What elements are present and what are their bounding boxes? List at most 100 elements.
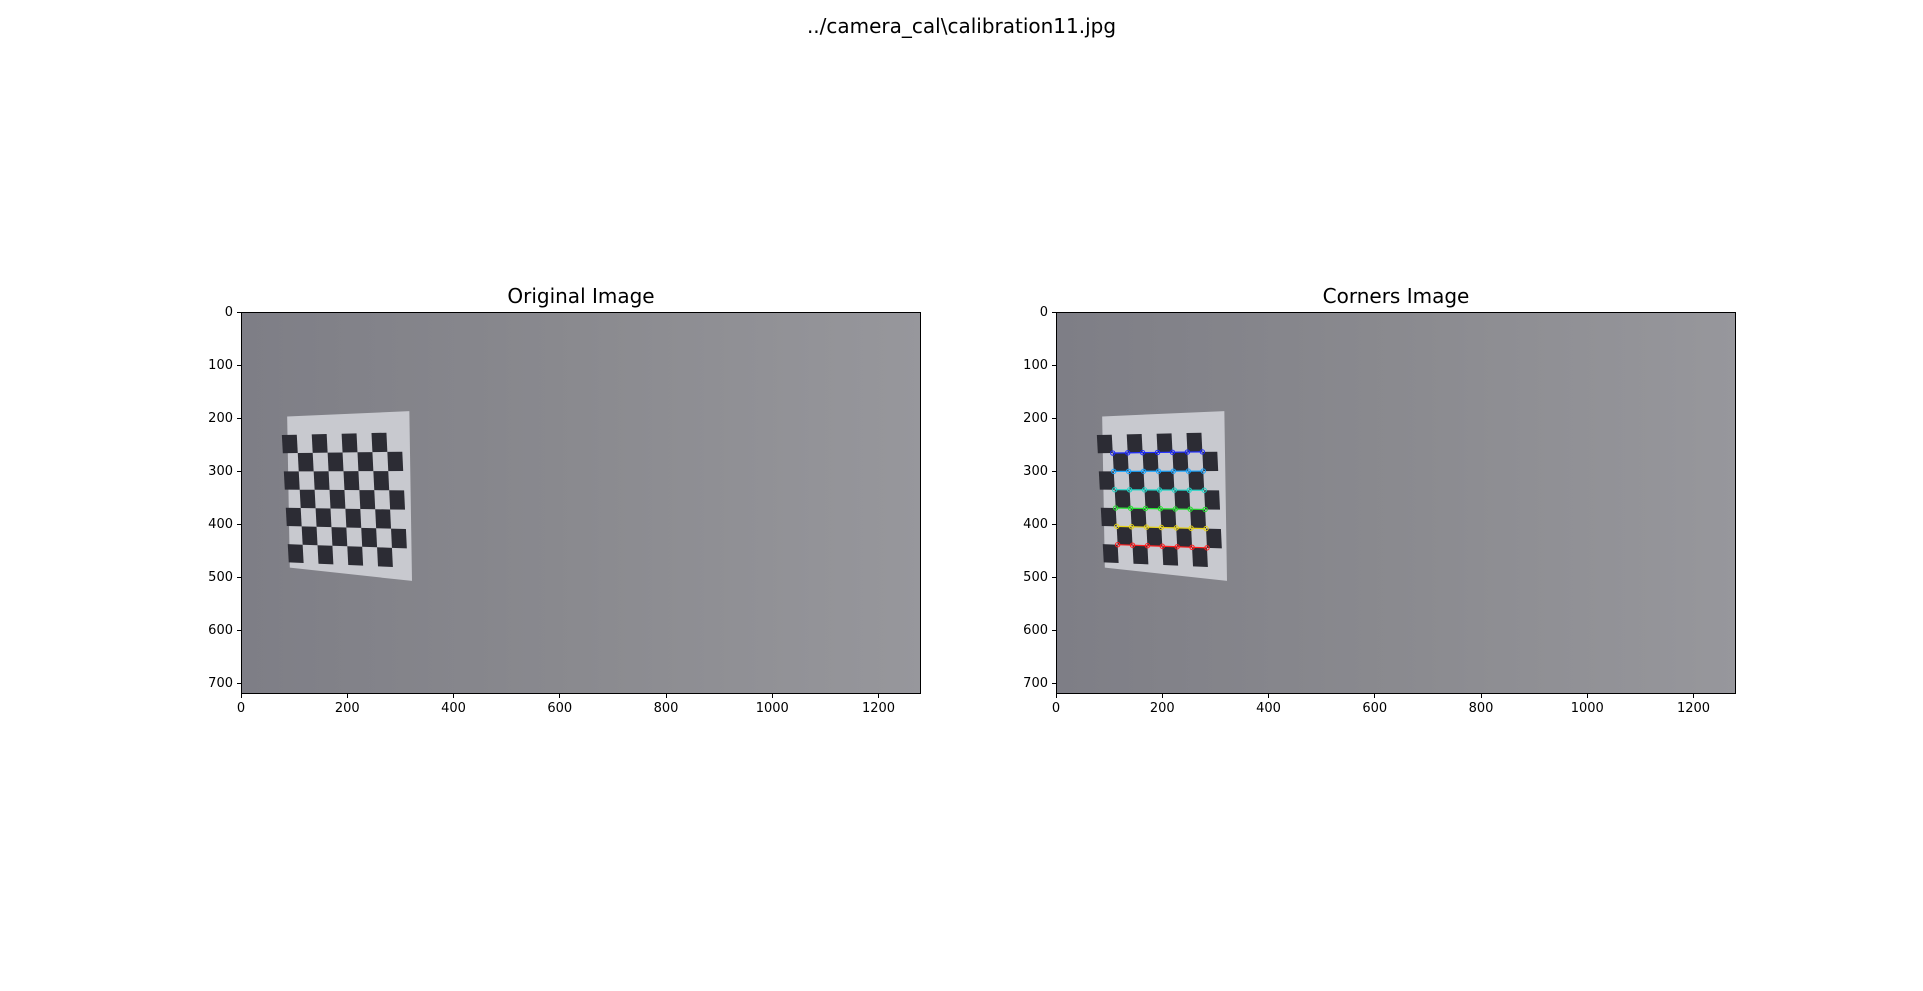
checker-square bbox=[287, 544, 304, 564]
corner-point bbox=[1157, 506, 1164, 512]
corner-point bbox=[1140, 468, 1147, 474]
checker-square bbox=[1158, 471, 1175, 491]
checker-square bbox=[1130, 508, 1147, 528]
corner-row-line bbox=[1112, 451, 1203, 454]
corner-point bbox=[1174, 544, 1180, 550]
checker-square bbox=[301, 526, 318, 546]
checker-square bbox=[327, 452, 344, 472]
checker-square bbox=[317, 545, 334, 565]
corner-point bbox=[1184, 449, 1191, 455]
corner-point bbox=[1125, 468, 1132, 475]
checker-square bbox=[1096, 434, 1113, 454]
x-tick-mark bbox=[1268, 694, 1269, 698]
x-tick-mark bbox=[559, 694, 561, 698]
x-tick-mark bbox=[771, 694, 773, 698]
corner-point bbox=[1126, 487, 1133, 493]
y-tick-mark bbox=[237, 629, 241, 631]
checker-square bbox=[281, 434, 298, 454]
x-tick-label: 600 bbox=[1362, 701, 1388, 716]
corner-point bbox=[1189, 544, 1195, 550]
panel-title-corners: Corners Image bbox=[1322, 284, 1470, 308]
corner-point bbox=[1139, 449, 1146, 456]
corner-point bbox=[1124, 450, 1131, 456]
x-tick-label: 1000 bbox=[1570, 701, 1604, 716]
checker-square bbox=[341, 433, 358, 453]
checker-square bbox=[389, 490, 406, 510]
y-tick-mark bbox=[237, 523, 241, 525]
corner-point bbox=[1154, 449, 1161, 456]
x-tick-mark bbox=[665, 694, 667, 698]
checker-square bbox=[283, 471, 300, 490]
checker-square bbox=[1100, 507, 1117, 527]
y-tick-label: 600 bbox=[1023, 623, 1048, 639]
y-tick-label: 500 bbox=[208, 570, 233, 586]
checker-square bbox=[1156, 433, 1173, 453]
checker-square bbox=[1202, 451, 1219, 472]
x-tick-mark bbox=[453, 694, 454, 698]
y-tick-mark bbox=[1052, 417, 1056, 419]
x-tick-mark bbox=[1480, 694, 1482, 698]
calibration-paper bbox=[1102, 411, 1227, 581]
corner-point bbox=[1204, 545, 1210, 551]
y-tick-label: 300 bbox=[1023, 464, 1048, 480]
checker-square bbox=[1188, 471, 1205, 491]
y-tick-mark bbox=[1052, 470, 1056, 472]
x-tick-mark bbox=[240, 694, 242, 698]
y-tick-mark bbox=[1052, 364, 1056, 366]
checker-square bbox=[315, 508, 332, 528]
x-tick-label: 1200 bbox=[861, 701, 896, 716]
corner-point bbox=[1201, 487, 1207, 493]
checker-square bbox=[311, 434, 328, 453]
panel-title-original: Original Image bbox=[507, 284, 655, 308]
corner-point bbox=[1127, 505, 1134, 511]
y-tick-label: 200 bbox=[1023, 411, 1048, 427]
checker-square bbox=[371, 432, 388, 453]
y-tick-label: 200 bbox=[208, 411, 233, 427]
checker-square bbox=[377, 547, 393, 568]
corner-point bbox=[1141, 487, 1148, 493]
checker-square bbox=[375, 509, 392, 529]
y-tick-label: 100 bbox=[1023, 358, 1048, 374]
y-tick-label: 400 bbox=[208, 517, 233, 533]
x-tick-label: 200 bbox=[334, 701, 360, 716]
checker-square bbox=[285, 507, 302, 527]
checker-square bbox=[299, 489, 316, 509]
corner-point bbox=[1113, 523, 1120, 530]
checker-square bbox=[1174, 490, 1191, 510]
checker-square bbox=[1102, 544, 1119, 564]
y-tick-label: 300 bbox=[208, 464, 233, 480]
y-tick-mark bbox=[1052, 523, 1056, 525]
x-tick-mark bbox=[1693, 694, 1694, 698]
y-tick-mark bbox=[237, 417, 241, 419]
corner-point bbox=[1200, 468, 1206, 474]
corner-point bbox=[1188, 525, 1194, 531]
checker-square bbox=[1172, 452, 1189, 472]
corner-point bbox=[1143, 524, 1150, 530]
checker-square bbox=[1116, 526, 1133, 546]
checker-square bbox=[1190, 509, 1207, 529]
x-tick-mark bbox=[1586, 694, 1588, 698]
x-tick-mark bbox=[1374, 694, 1376, 698]
corner-point bbox=[1202, 506, 1208, 513]
checker-square bbox=[345, 508, 362, 528]
checker-square bbox=[361, 527, 378, 548]
checker-square bbox=[1162, 546, 1179, 566]
y-tick-mark bbox=[1052, 629, 1056, 631]
checker-square bbox=[347, 546, 364, 566]
corner-point bbox=[1114, 541, 1121, 548]
y-tick-label: 700 bbox=[208, 676, 233, 692]
y-tick-label: 700 bbox=[1023, 676, 1048, 692]
y-tick-label: 400 bbox=[1023, 517, 1048, 533]
x-tick-label: 800 bbox=[653, 701, 679, 716]
corner-point bbox=[1158, 524, 1165, 531]
x-tick-label: 1200 bbox=[1676, 701, 1711, 716]
checker-square bbox=[1144, 489, 1161, 509]
corners-image-panel bbox=[1056, 312, 1736, 694]
y-tick-label: 100 bbox=[208, 358, 233, 374]
original-image-panel bbox=[241, 312, 921, 694]
x-tick-label: 1000 bbox=[755, 701, 789, 716]
x-tick-mark bbox=[878, 694, 879, 698]
checker-square bbox=[391, 528, 407, 549]
corner-point bbox=[1112, 486, 1118, 493]
checker-square bbox=[331, 527, 348, 547]
